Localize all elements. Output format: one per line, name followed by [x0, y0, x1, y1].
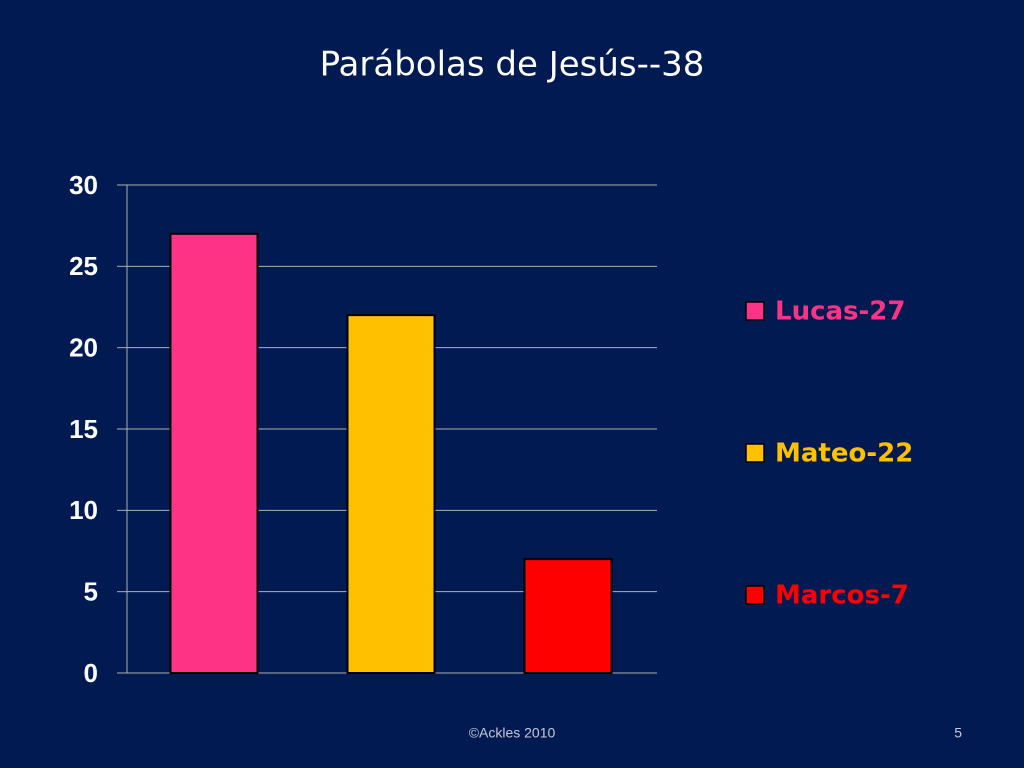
- legend-swatch: [745, 443, 765, 463]
- bar: [523, 558, 613, 675]
- legend-label: Mateo-22: [775, 439, 913, 469]
- legend-swatch: [745, 301, 765, 321]
- y-tick-label: 25: [69, 251, 98, 281]
- bar: [169, 232, 259, 675]
- y-tick-label: 10: [69, 495, 98, 525]
- legend-label: Lucas-27: [775, 297, 905, 327]
- bar: [346, 314, 436, 674]
- page-number: 5: [954, 725, 962, 741]
- y-tick-label: 0: [84, 658, 98, 688]
- legend-swatch: [745, 585, 765, 605]
- footer: ©Ackles 2010: [469, 725, 556, 741]
- y-tick-label: 15: [69, 414, 98, 444]
- legend-label: Marcos-7: [775, 581, 909, 611]
- y-tick-label: 30: [69, 170, 98, 200]
- y-tick-label: 5: [84, 577, 98, 607]
- chart-title: Parábolas de Jesús--38: [320, 45, 705, 85]
- y-tick-label: 20: [69, 333, 98, 363]
